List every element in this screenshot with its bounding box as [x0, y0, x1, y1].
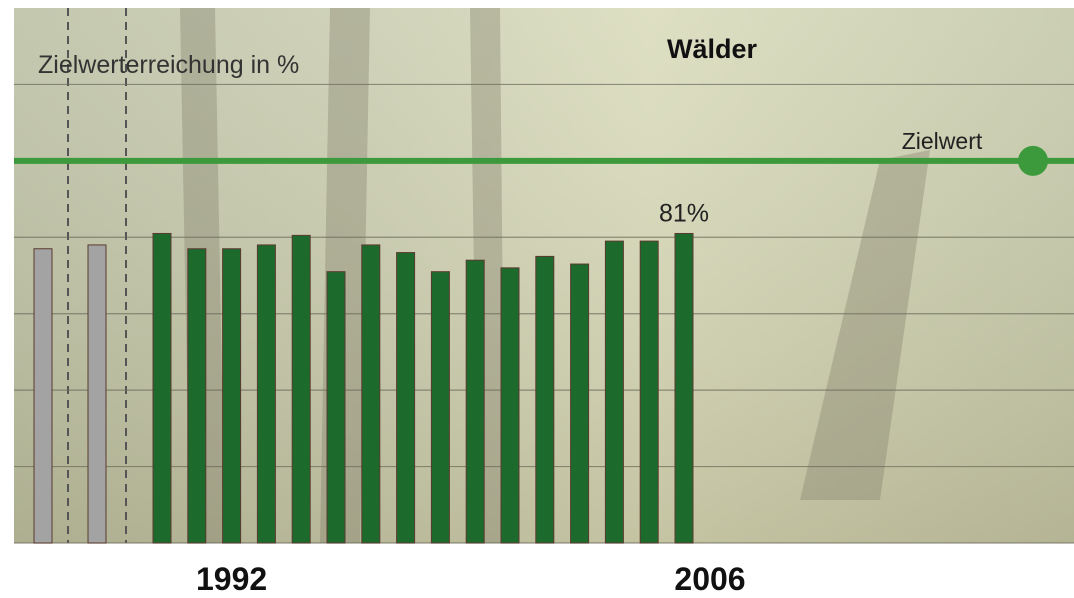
x-tick-label: 1992 — [196, 561, 267, 593]
bar — [88, 245, 106, 543]
bar — [536, 256, 554, 543]
bar — [188, 249, 206, 543]
x-tick-label: 2006 — [674, 561, 745, 593]
bar — [501, 268, 519, 543]
bar — [362, 245, 380, 543]
value-label: 81% — [659, 199, 709, 227]
target-label: Zielwert — [902, 128, 983, 154]
bar — [292, 235, 310, 543]
bar — [466, 260, 484, 543]
bar — [153, 233, 171, 543]
bar — [571, 264, 589, 543]
bar — [397, 253, 415, 543]
bar — [223, 249, 241, 543]
bar — [605, 241, 623, 543]
bar — [431, 272, 449, 543]
bar — [640, 241, 658, 543]
target-marker — [1018, 146, 1048, 176]
y-axis-label: Zielwerterreichung in % — [38, 51, 299, 79]
bar — [675, 233, 693, 543]
bar — [327, 272, 345, 543]
chart: Zielwerterreichung in % Wälder Zielwert 1… — [0, 0, 1074, 593]
bar — [34, 249, 52, 543]
bar — [257, 245, 275, 543]
chart-title: Wälder — [667, 34, 758, 64]
